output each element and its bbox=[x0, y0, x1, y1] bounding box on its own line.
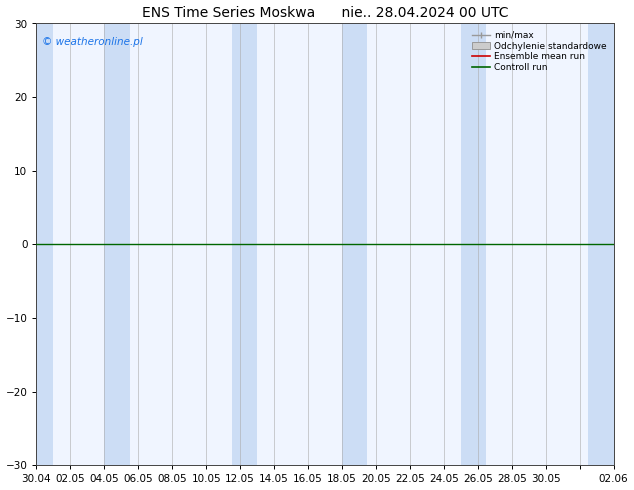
Bar bbox=[461, 24, 486, 465]
Bar bbox=[37, 24, 53, 465]
Bar bbox=[342, 24, 368, 465]
Text: © weatheronline.pl: © weatheronline.pl bbox=[42, 37, 143, 47]
Bar bbox=[231, 24, 257, 465]
Legend: min/max, Odchylenie standardowe, Ensemble mean run, Controll run: min/max, Odchylenie standardowe, Ensembl… bbox=[469, 28, 609, 75]
Bar bbox=[105, 24, 130, 465]
Bar bbox=[588, 24, 614, 465]
Title: ENS Time Series Moskwa      nie.. 28.04.2024 00 UTC: ENS Time Series Moskwa nie.. 28.04.2024 … bbox=[142, 5, 508, 20]
